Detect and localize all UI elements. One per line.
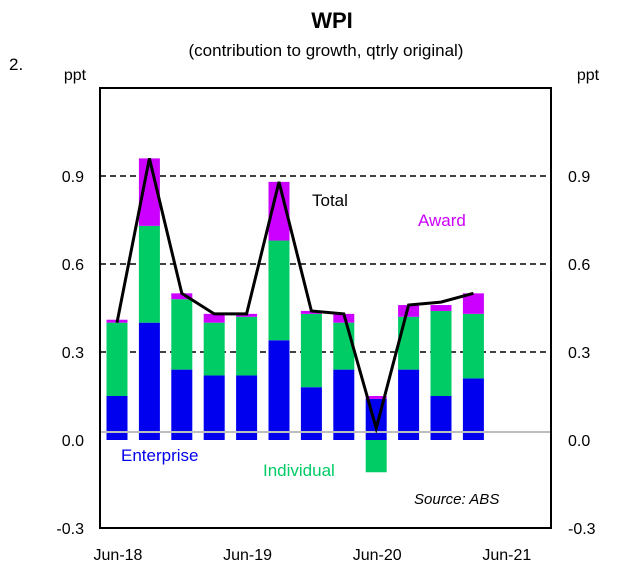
- x-tick-jun-21: Jun-21: [482, 547, 531, 564]
- bar-individual-dec-20: [430, 310, 452, 396]
- y-tick-left-0.0: 0.0: [62, 433, 84, 450]
- bar-enterprise-sep-19: [268, 340, 290, 440]
- y-tick-right-0.9: 0.9: [568, 169, 590, 186]
- bar-enterprise-dec-19: [300, 387, 322, 440]
- bar-individual-sep-18: [138, 225, 160, 323]
- bar-award-sep-19: [268, 181, 290, 241]
- y-tick-left--0.3: -0.3: [56, 521, 84, 538]
- bar-individual-jun-19: [236, 316, 258, 376]
- y-tick-left-0.9: 0.9: [62, 169, 84, 186]
- y-tick-left-0.3: 0.3: [62, 345, 84, 362]
- x-tick-jun-19: Jun-19: [223, 547, 272, 564]
- chart-subtitle: (contribution to growth, qtrly original): [189, 41, 464, 60]
- plot-frame: [99, 87, 552, 529]
- label-total: Total: [312, 191, 348, 210]
- bar-enterprise-jun-19: [236, 375, 258, 440]
- y-axis-unit-right: ppt: [577, 67, 600, 84]
- y-tick-right-0.0: 0.0: [568, 433, 590, 450]
- bar-enterprise-mar-19: [203, 375, 225, 440]
- label-enterprise: Enterprise: [121, 446, 198, 465]
- bar-individual-sep-19: [268, 240, 290, 341]
- bar-individual-dec-18: [171, 299, 193, 370]
- x-tick-jun-18: Jun-18: [94, 547, 143, 564]
- bar-enterprise-mar-21: [462, 378, 484, 440]
- y-axis-unit-left: ppt: [64, 67, 87, 84]
- label-individual: Individual: [263, 461, 335, 480]
- bar-award-jun-20: [365, 396, 387, 399]
- bar-individual-jun-20: [365, 440, 387, 473]
- total-line: [115, 158, 474, 434]
- total-line-layer: [115, 158, 474, 434]
- bar-enterprise-dec-20: [430, 396, 452, 440]
- bar-award-dec-20: [430, 305, 452, 311]
- label-award: Award: [418, 211, 466, 230]
- bar-individual-mar-21: [462, 313, 484, 379]
- figure-number: 2.: [9, 55, 23, 74]
- bar-award-mar-19: [203, 313, 225, 323]
- bar-individual-jun-18: [106, 322, 128, 396]
- bar-enterprise-dec-18: [171, 369, 193, 440]
- stacked-bars: [106, 158, 484, 473]
- bar-individual-mar-19: [203, 322, 225, 376]
- bar-enterprise-jun-18: [106, 396, 128, 440]
- bar-individual-sep-20: [398, 316, 420, 370]
- chart-title: WPI: [311, 8, 353, 33]
- x-tick-jun-20: Jun-20: [353, 547, 402, 564]
- source-note: Source: ABS: [414, 491, 499, 508]
- bar-enterprise-mar-20: [333, 369, 355, 440]
- bar-award-mar-21: [462, 293, 484, 314]
- bar-individual-dec-19: [300, 313, 322, 388]
- bar-enterprise-sep-18: [138, 322, 160, 440]
- y-tick-right-0.3: 0.3: [568, 345, 590, 362]
- y-tick-right-0.6: 0.6: [568, 257, 590, 274]
- y-tick-left-0.6: 0.6: [62, 257, 84, 274]
- bar-award-dec-18: [171, 293, 193, 300]
- bar-individual-mar-20: [333, 322, 355, 370]
- y-tick-right--0.3: -0.3: [568, 521, 596, 538]
- axis-ticks: -0.3 -0.3 0.0 0.0 0.3 0.3 0.6 0.6 0.9 0.9 Jun-18 Ju…: [56, 169, 595, 564]
- bar-enterprise-sep-20: [398, 369, 420, 440]
